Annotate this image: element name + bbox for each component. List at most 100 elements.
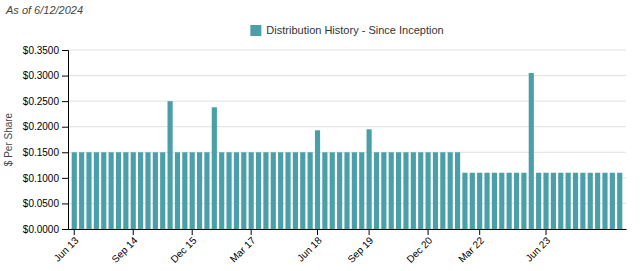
bar: [381, 152, 386, 229]
bar: [610, 173, 615, 229]
bar: [455, 152, 460, 229]
bar: [109, 152, 114, 229]
bar: [94, 152, 99, 229]
bar: [396, 152, 401, 229]
y-tick-label: $0.3000: [23, 70, 60, 81]
bar: [352, 152, 357, 229]
y-tick-label: $0.0000: [23, 224, 60, 235]
y-tick-mark: [62, 152, 68, 153]
bar: [138, 152, 143, 229]
bar: [160, 152, 165, 229]
y-tick: $0.2000: [23, 121, 68, 132]
x-tick: Jun 18: [295, 229, 324, 264]
y-tick: $0.1000: [23, 173, 68, 184]
bar: [234, 152, 239, 229]
y-tick-mark: [62, 203, 68, 204]
bar-series: [72, 73, 623, 229]
bar: [271, 152, 276, 229]
bar: [477, 173, 482, 229]
bar: [101, 152, 106, 229]
bar: [411, 152, 416, 229]
y-tick: $0.3500: [23, 45, 68, 56]
y-tick-label: $0.2000: [23, 121, 60, 132]
bar: [241, 152, 246, 229]
y-axis-title: $ Per Share: [3, 112, 14, 166]
bar: [551, 173, 556, 229]
bar: [278, 152, 283, 229]
x-tick-mark: [251, 229, 252, 235]
y-tick: $0.3000: [23, 70, 68, 81]
y-tick: $0.1500: [23, 147, 68, 158]
x-tick-mark: [133, 229, 134, 235]
x-tick: Jun 23: [523, 229, 552, 264]
x-tick: Mar 22: [456, 229, 486, 264]
bar: [367, 129, 372, 229]
bar: [462, 173, 467, 229]
x-tick-label: Dec 15: [168, 234, 198, 264]
y-tick-label: $0.3500: [23, 45, 60, 56]
bar: [337, 152, 342, 229]
bar: [448, 152, 453, 229]
grid-line: [68, 75, 626, 76]
bar: [470, 173, 475, 229]
y-tick: $0.2500: [23, 96, 68, 107]
y-tick-mark: [62, 178, 68, 179]
bar: [175, 152, 180, 229]
bar: [507, 173, 512, 229]
legend-item: Distribution History - Since Inception: [250, 24, 443, 36]
bar: [182, 152, 187, 229]
bar: [72, 152, 77, 229]
bar: [440, 152, 445, 229]
y-tick-mark: [62, 229, 68, 230]
y-tick-mark: [62, 101, 68, 102]
bar: [529, 73, 534, 229]
bar: [344, 152, 349, 229]
grid-line: [68, 101, 626, 102]
bar: [595, 173, 600, 229]
y-tick-label: $0.0500: [23, 198, 60, 209]
bar: [374, 152, 379, 229]
bar: [403, 152, 408, 229]
bar: [145, 152, 150, 229]
x-tick-label: Jun 18: [295, 234, 324, 263]
x-tick-label: Mar 17: [228, 234, 258, 264]
bar: [514, 173, 519, 229]
x-tick: Dec 20: [404, 229, 434, 265]
y-tick-mark: [62, 76, 68, 77]
bar: [300, 152, 305, 229]
bar: [536, 173, 541, 229]
bar: [588, 173, 593, 229]
y-tick-mark: [62, 127, 68, 128]
bar: [359, 152, 364, 229]
bar: [204, 152, 209, 229]
grid-line: [68, 50, 626, 51]
y-tick-label: $0.2500: [23, 96, 60, 107]
x-tick-label: Jun 23: [523, 234, 552, 263]
y-tick: $0.0000: [23, 224, 68, 235]
bar: [521, 173, 526, 229]
x-tick-mark: [479, 229, 480, 235]
bar: [543, 173, 548, 229]
x-tick: Dec 15: [168, 229, 198, 265]
bar: [256, 152, 261, 229]
bar: [263, 152, 268, 229]
bar: [484, 173, 489, 229]
legend: Distribution History - Since Inception: [250, 24, 443, 36]
x-tick: Sep 14: [109, 229, 139, 265]
bar: [389, 152, 394, 229]
bar: [330, 152, 335, 229]
bar: [308, 152, 313, 229]
plot: $0.0000 $0.0500 $0.1000 $0.1500 $0.2000 $0.25…: [23, 45, 627, 265]
bar: [116, 152, 121, 229]
bar: [153, 152, 158, 229]
y-tick: $0.0500: [23, 198, 68, 209]
x-axis: Jun 13Sep 14Dec 15Mar 17Jun 18Sep 19Dec …: [52, 229, 627, 265]
grid-line: [68, 126, 626, 127]
x-tick-mark: [428, 229, 429, 235]
x-tick-label: Jun 13: [52, 234, 81, 263]
bar: [285, 152, 290, 229]
bar: [418, 152, 423, 229]
bar: [123, 152, 128, 229]
x-tick-mark: [546, 229, 547, 235]
y-tick-mark: [62, 50, 68, 51]
